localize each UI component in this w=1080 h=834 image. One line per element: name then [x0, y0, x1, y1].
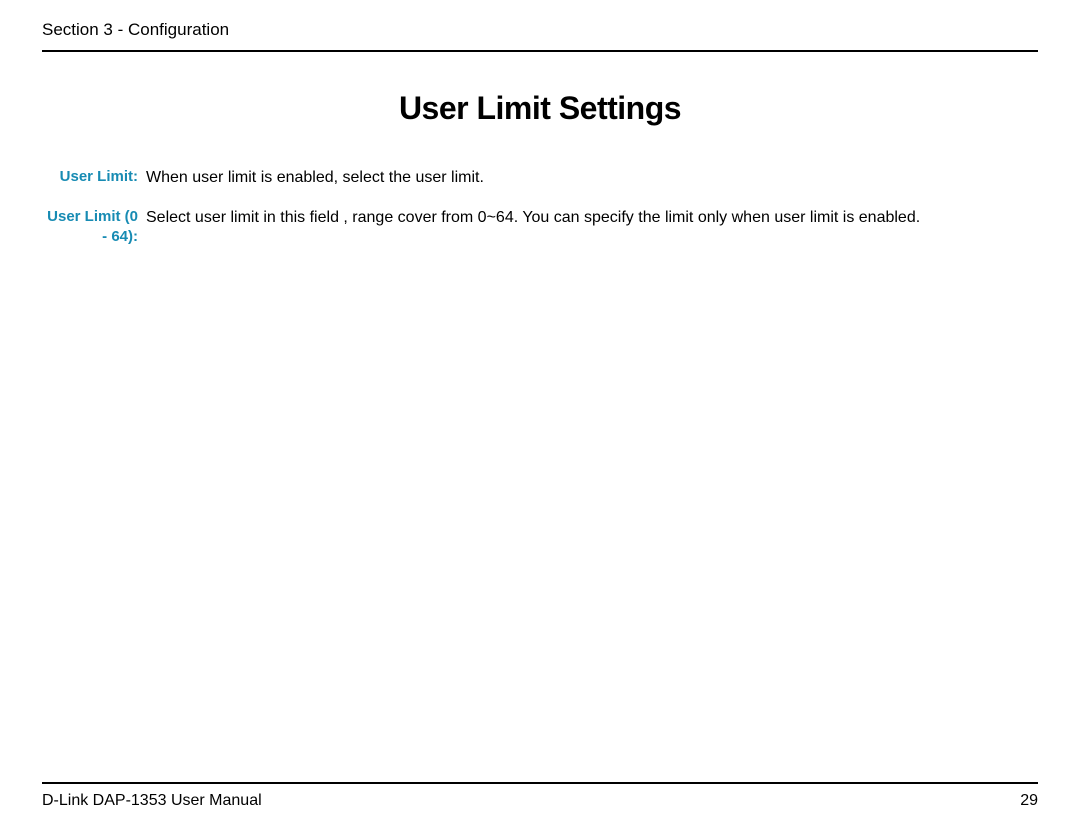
page-title: User Limit Settings: [42, 90, 1038, 127]
definition-label: User Limit (0 - 64):: [42, 207, 144, 248]
footer-manual-label: D-Link DAP-1353 User Manual: [42, 792, 262, 810]
section-header: Section 3 - Configuration: [42, 20, 1038, 52]
definition-text: When user limit is enabled, select the u…: [144, 167, 1038, 189]
footer-page-number: 29: [1020, 792, 1038, 810]
definition-label: User Limit:: [42, 167, 144, 187]
definition-list: User Limit: When user limit is enabled, …: [42, 167, 1038, 247]
definition-row: User Limit: When user limit is enabled, …: [42, 167, 1038, 189]
page-footer: D-Link DAP-1353 User Manual 29: [42, 782, 1038, 810]
definition-text: Select user limit in this field , range …: [144, 207, 1038, 229]
definition-row: User Limit (0 - 64): Select user limit i…: [42, 207, 1038, 248]
